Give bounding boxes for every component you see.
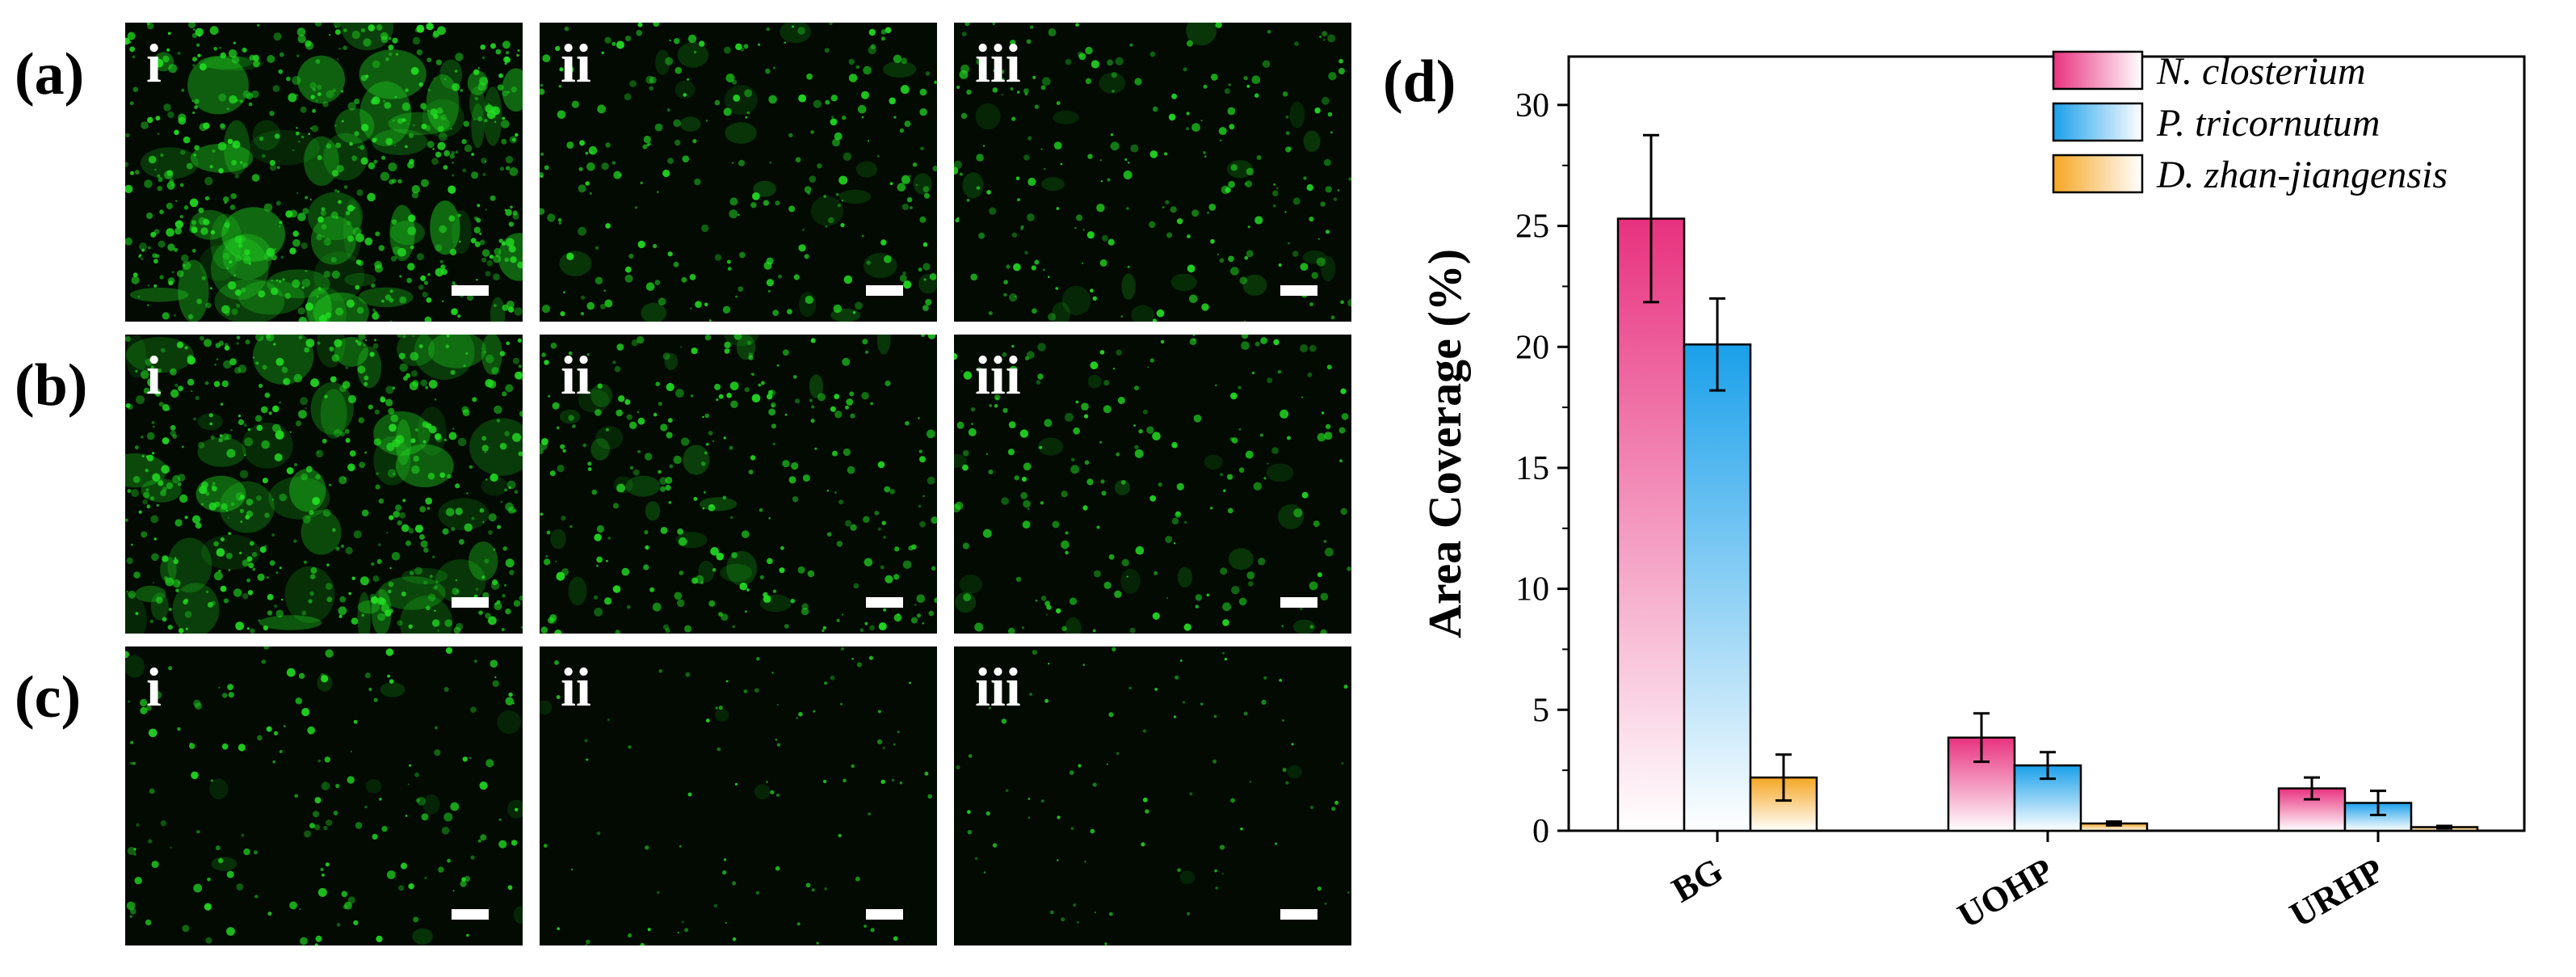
legend-swatch: [2052, 154, 2144, 194]
micrograph-panel: i: [125, 335, 523, 634]
micrograph-panel: iii: [954, 335, 1351, 634]
scale-bar: [452, 909, 489, 920]
panel-sub-label: ii: [561, 344, 591, 406]
bar: [1616, 217, 1686, 832]
fluorescence-texture: [540, 647, 932, 945]
scale-bar: [866, 285, 903, 296]
y-axis-label: Area Coverage (%): [1418, 249, 1471, 638]
scale-bar: [1280, 597, 1317, 608]
bar: [2013, 764, 2082, 832]
scale-bar: [1280, 909, 1317, 920]
panel-sub-label: iii: [975, 32, 1021, 94]
panel-sub-label: i: [146, 344, 162, 406]
legend-entry: N. closterium: [2156, 50, 2366, 93]
micrograph-panel: iii: [954, 646, 1351, 945]
panel-sub-label: iii: [975, 344, 1021, 406]
scale-bar: [452, 597, 489, 608]
row-label: (b): [15, 352, 88, 419]
y-tick-label: 5: [1532, 692, 1549, 729]
fluorescence-texture: [540, 335, 937, 634]
bar: [1683, 343, 1752, 832]
row-label: (c): [15, 664, 82, 731]
y-tick-label: 20: [1515, 329, 1549, 366]
y-tick-label: 10: [1515, 571, 1549, 609]
y-tick-label: 15: [1515, 450, 1549, 487]
micrograph-panel: ii: [540, 23, 937, 322]
micrograph-panel: i: [125, 23, 523, 322]
scale-bar: [866, 909, 903, 920]
chart-panel-label: (d): [1383, 48, 1456, 115]
panel-sub-label: i: [146, 656, 162, 718]
panel-sub-label: iii: [975, 656, 1021, 718]
legend-swatch: [2052, 50, 2144, 91]
micrograph-panel: i: [125, 646, 523, 945]
legend-entry: D. zhan-jiangensis: [2156, 154, 2448, 196]
y-tick-label: 25: [1515, 208, 1549, 246]
fluorescence-texture: [954, 23, 1351, 322]
scale-bar: [1280, 285, 1317, 296]
micrograph-panel: ii: [540, 646, 937, 945]
panel-sub-label: ii: [561, 656, 591, 718]
fluorescence-texture: [125, 335, 523, 634]
legend-swatch: [2052, 102, 2144, 142]
scale-bar: [866, 597, 903, 608]
y-tick-label: 30: [1515, 87, 1549, 124]
y-tick-label: 0: [1532, 813, 1549, 850]
fluorescence-texture: [956, 646, 1350, 945]
fluorescence-texture: [125, 23, 523, 322]
fluorescence-texture: [125, 646, 523, 945]
x-tick-label: UOHP: [1951, 850, 2060, 936]
fluorescence-texture: [540, 23, 937, 322]
x-tick-label: URHP: [2284, 850, 2390, 935]
row-label: (a): [15, 41, 85, 107]
panel-sub-label: i: [146, 32, 162, 94]
x-tick-label: BG: [1665, 850, 1729, 910]
micrograph-panel: iii: [954, 23, 1351, 322]
panel-sub-label: ii: [561, 32, 591, 94]
fluorescence-texture: [954, 335, 1351, 634]
legend-entry: P. tricornutum: [2156, 102, 2380, 145]
scale-bar: [452, 285, 489, 296]
micrograph-panel: ii: [540, 335, 937, 634]
